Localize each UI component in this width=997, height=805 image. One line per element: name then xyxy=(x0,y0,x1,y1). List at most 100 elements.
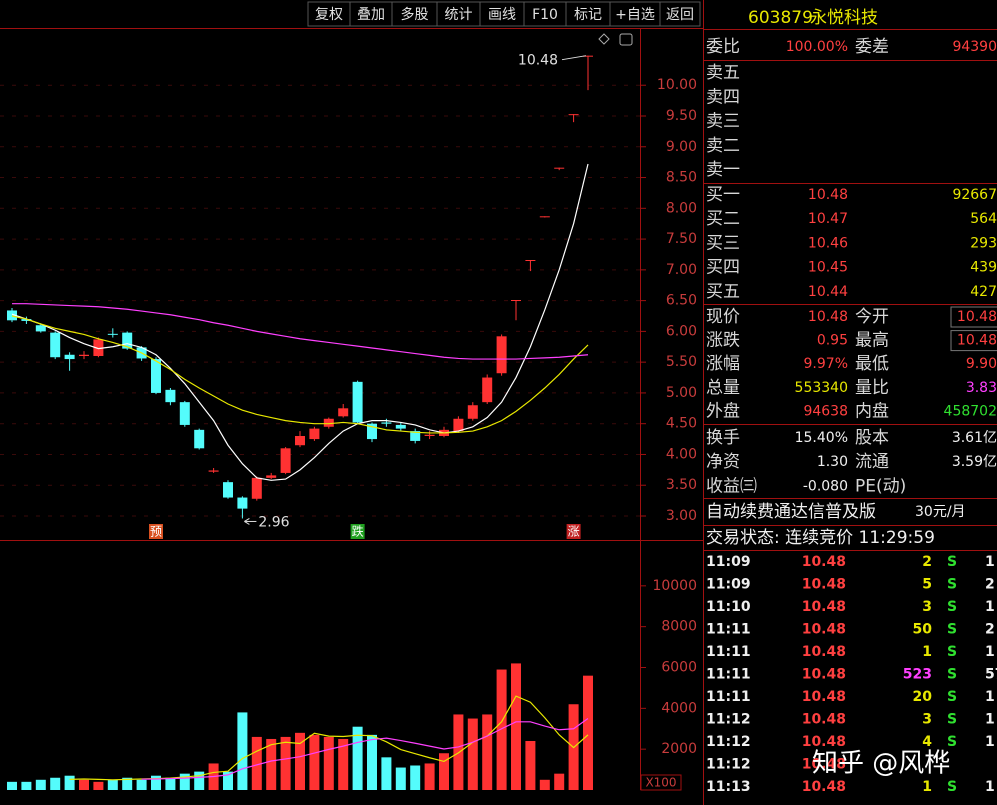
trade-volume: 1 xyxy=(922,779,932,795)
candle-body xyxy=(107,333,118,335)
candle-body xyxy=(352,381,363,423)
annotation-arrowhead xyxy=(244,518,250,525)
trade-volume: 4 xyxy=(922,734,932,750)
candle-body xyxy=(323,418,334,427)
candle-body xyxy=(7,310,17,321)
bid-price: 10.46 xyxy=(808,235,848,251)
toolbar-label[interactable]: 返回 xyxy=(666,7,694,23)
value-box xyxy=(950,330,997,352)
trade-price: 10.48 xyxy=(802,622,846,638)
promo-price[interactable]: 30元/月 xyxy=(915,504,966,520)
volume-bar xyxy=(381,757,392,790)
y-tick-label: 9.00 xyxy=(666,139,697,155)
annotation-arrow xyxy=(561,55,587,61)
bid-label: 买二 xyxy=(706,209,740,229)
trade-side: S xyxy=(947,622,957,638)
toolbar-button[interactable] xyxy=(523,1,567,27)
y-tick-label: 10.00 xyxy=(657,77,697,93)
volume-bar xyxy=(251,736,262,790)
trade-price: 10.48 xyxy=(802,554,846,570)
y-tick-label: 7.50 xyxy=(666,231,697,247)
info-value: 15.40% xyxy=(795,430,848,446)
toolbar-button[interactable] xyxy=(436,1,481,27)
candle-body xyxy=(482,377,493,403)
toolbar-label[interactable]: 标记 xyxy=(574,7,602,23)
toolbar-label[interactable]: F10 xyxy=(532,7,558,23)
volume-bar xyxy=(107,779,118,790)
ma-line xyxy=(11,315,589,434)
toolbar-label[interactable]: 多股 xyxy=(401,6,429,23)
trade-volume: 3 xyxy=(922,712,932,728)
ask-label: 卖二 xyxy=(706,136,740,156)
label: 委差 xyxy=(855,37,889,57)
ma-line xyxy=(141,718,589,780)
candle-body xyxy=(266,475,277,478)
bid-label: 买三 xyxy=(706,233,740,253)
trade-side: S xyxy=(947,554,957,570)
candle-body xyxy=(208,470,219,472)
trade-side: S xyxy=(947,577,957,593)
candle-body xyxy=(424,434,435,436)
y-tick-label: 3.00 xyxy=(666,508,697,524)
volume-bar xyxy=(280,736,291,790)
candle-body xyxy=(511,300,521,301)
stat-label: 涨跌 xyxy=(706,331,740,351)
unit-label: X100 xyxy=(645,776,676,790)
toolbar-label[interactable]: 统计 xyxy=(445,7,473,23)
trade-count: 57 xyxy=(985,667,997,683)
trade-price: 10.48 xyxy=(802,577,846,593)
trade-count: 1 xyxy=(985,554,995,570)
trade-side: S xyxy=(947,779,957,795)
toolbar-label[interactable]: 复权 xyxy=(315,6,343,23)
trade-side: S xyxy=(947,712,957,728)
icon-window[interactable] xyxy=(619,33,633,46)
toolbar-label[interactable]: 叠加 xyxy=(357,7,385,23)
promo-text[interactable]: 自动续费通达信普及版 xyxy=(706,502,876,522)
signal-box xyxy=(566,524,581,539)
trade-side: S xyxy=(947,599,957,615)
info-label: 收益㈢ xyxy=(706,476,757,496)
candle-body xyxy=(21,319,32,321)
trade-time: 11:10 xyxy=(706,599,751,615)
bid-price: 10.45 xyxy=(808,260,848,276)
toolbar-button[interactable] xyxy=(609,1,661,27)
candle-body xyxy=(539,216,550,218)
volume-bar xyxy=(7,781,17,790)
volume-bar xyxy=(79,779,89,790)
bid-volume: 564 xyxy=(970,211,997,227)
stat-label: 总量 xyxy=(706,378,740,398)
info-value: 1.30 xyxy=(817,454,848,470)
y-tick-label: 4.50 xyxy=(666,416,697,432)
y-tick-label: 10000 xyxy=(652,578,697,594)
toolbar-button[interactable] xyxy=(349,1,393,27)
ask-label: 卖四 xyxy=(706,87,740,107)
icon-diamond[interactable] xyxy=(598,33,610,45)
trade-volume: 50 xyxy=(913,622,933,638)
toolbar-label[interactable]: 画线 xyxy=(488,7,516,23)
volume-bar xyxy=(410,765,421,790)
info-value: 3.59亿 xyxy=(952,454,997,470)
trade-time: 11:11 xyxy=(706,689,751,705)
stat-value: 10.48 xyxy=(808,309,848,325)
candle-body xyxy=(467,405,478,419)
volume-bar xyxy=(496,669,507,790)
bid-volume: 293 xyxy=(970,235,997,251)
stat-label: 现价 xyxy=(706,307,740,327)
stat-value: 10.48 xyxy=(957,309,997,325)
info-label: 股本 xyxy=(855,428,889,448)
volume-bar xyxy=(539,779,550,790)
stat-label: 最低 xyxy=(855,354,889,374)
toolbar-button[interactable] xyxy=(659,1,701,27)
ask-label: 卖一 xyxy=(706,160,740,180)
toolbar-label[interactable]: +自选 xyxy=(615,7,655,23)
candle-body xyxy=(453,418,464,432)
volume-bar xyxy=(309,734,320,790)
trade-count: 1 xyxy=(985,734,995,750)
trade-time: 11:09 xyxy=(706,554,751,570)
volume-bar xyxy=(554,773,565,790)
candle-body xyxy=(251,477,262,499)
y-tick-label: 4.00 xyxy=(666,446,697,462)
trade-side: S xyxy=(947,689,957,705)
bid-price: 10.48 xyxy=(808,187,848,203)
volume-bar xyxy=(194,771,205,790)
